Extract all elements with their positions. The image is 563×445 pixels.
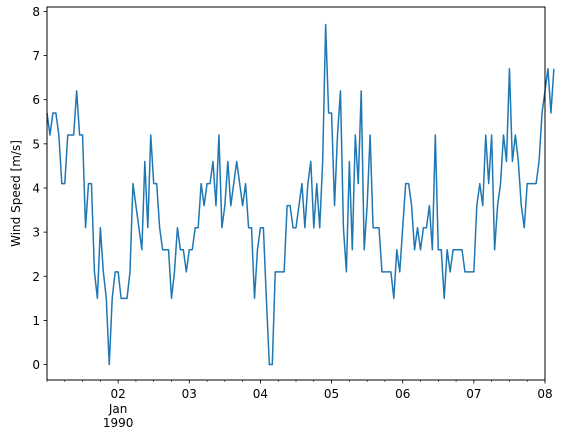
y-tick-label: 1 bbox=[32, 314, 40, 328]
x-tick-label: 06 bbox=[395, 387, 410, 401]
x-tick-label: 03 bbox=[182, 387, 197, 401]
x-tick-label: 08 bbox=[537, 387, 552, 401]
x-tick-label: 04 bbox=[253, 387, 268, 401]
x-tick-label-month: Jan bbox=[108, 402, 128, 416]
y-tick-label: 2 bbox=[32, 270, 40, 284]
y-axis: 0 1 2 3 4 5 6 7 8 bbox=[32, 5, 47, 372]
y-tick-label: 5 bbox=[32, 137, 40, 151]
y-axis-label: Wind Speed [m/s] bbox=[9, 140, 23, 247]
y-tick-label: 0 bbox=[32, 358, 40, 372]
y-tick-label: 7 bbox=[32, 49, 40, 63]
axes-frame bbox=[46, 6, 546, 381]
wind-speed-series-line bbox=[46, 23, 555, 366]
x-tick-label: 07 bbox=[466, 387, 481, 401]
y-tick-label: 8 bbox=[32, 5, 40, 19]
y-tick-label: 6 bbox=[32, 93, 40, 107]
x-tick-label: 02 bbox=[111, 387, 126, 401]
y-tick-label: 4 bbox=[32, 181, 40, 195]
x-tick-label-year: 1990 bbox=[103, 416, 134, 430]
plot-area bbox=[46, 23, 555, 366]
y-tick-label: 3 bbox=[32, 226, 40, 240]
x-tick-label: 05 bbox=[324, 387, 339, 401]
